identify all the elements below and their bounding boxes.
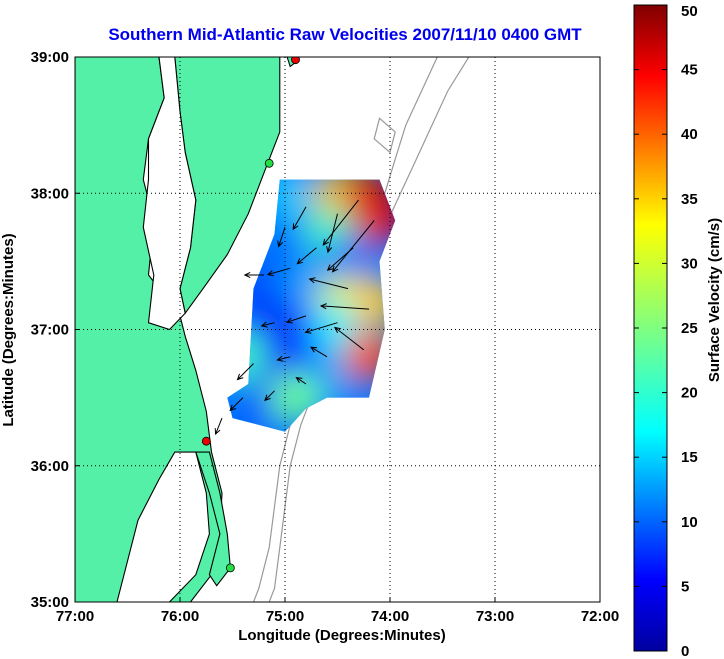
y-axis-ticks: 35:00 36:00 37:00 38:00 39:00 — [31, 49, 80, 611]
colorbar-tick-label-8: 40 — [681, 126, 698, 143]
velocity-vector-7 — [243, 271, 264, 279]
velocity-vector-12 — [260, 321, 275, 328]
colorbar-tick-label-4: 20 — [681, 385, 698, 402]
velocity-vector-2 — [326, 213, 338, 254]
colorbar-tick-label-3: 15 — [681, 449, 698, 466]
velocity-vector-9 — [319, 303, 370, 310]
colorbar-tick-label-7: 35 — [681, 191, 698, 208]
pamlico-sound — [116, 451, 210, 602]
y-axis-label: Latitude (Degrees:Minutes) — [0, 233, 17, 426]
velocity-vector-5 — [296, 247, 317, 265]
x-tick-label-2: 75:00 — [266, 608, 304, 625]
y-tick-label-3: 38:00 — [31, 185, 69, 202]
colorbar-ticks: 0 5 10 15 20 25 30 35 40 45 50 — [634, 3, 698, 659]
y-tick-label-4: 39:00 — [31, 49, 69, 66]
velocity-vector-18 — [264, 390, 275, 402]
velocity-vector-17 — [295, 376, 307, 385]
velocity-vector-6 — [266, 267, 291, 277]
velocity-vector-16 — [236, 363, 254, 381]
bathymetry-contour-3 — [373, 117, 396, 154]
colorbar — [633, 4, 668, 652]
x-tick-label-1: 76:00 — [161, 608, 199, 625]
velocity-vector-21 — [326, 247, 354, 271]
colorbar-tick-label-5: 25 — [681, 320, 698, 337]
x-tick-label-4: 73:00 — [476, 608, 514, 625]
plot-area — [75, 57, 600, 602]
velocity-vector-14 — [310, 346, 328, 358]
colorbar-label: Surface Velocity (cm/s) — [706, 218, 723, 382]
radar-stations — [201, 57, 300, 573]
colorbar-tick-label-6: 30 — [681, 255, 698, 272]
grid-lines — [75, 57, 600, 602]
chart-title: Southern Mid-Atlantic Raw Velocities 200… — [108, 25, 582, 44]
chesapeake-bay — [142, 57, 197, 331]
y-tick-label-0: 35:00 — [31, 594, 69, 611]
velocity-vector-0 — [322, 199, 359, 246]
colorbar-tick-label-1: 5 — [681, 578, 689, 595]
velocity-vector-20 — [214, 417, 223, 436]
velocity-vector-10 — [304, 322, 338, 334]
velocity-vector-13 — [333, 326, 365, 351]
colorbar-tick-label-0: 0 — [681, 643, 689, 659]
velocity-vector-15 — [276, 355, 291, 362]
station-marker-1 — [264, 158, 274, 168]
colorbar-tick-label-10: 50 — [681, 3, 698, 20]
station-marker-0 — [291, 57, 300, 65]
x-tick-label-5: 72:00 — [581, 608, 619, 625]
velocity-vector-3 — [292, 206, 307, 231]
y-tick-label-1: 36:00 — [31, 458, 69, 475]
velocity-sample-6 — [322, 235, 374, 288]
station-marker-2 — [201, 436, 211, 446]
colorbar-tick-label-9: 45 — [681, 62, 698, 79]
x-tick-label-0: 77:00 — [56, 608, 94, 625]
outer-banks — [195, 451, 231, 587]
velocity-vector-19 — [229, 397, 244, 412]
velocity-vector-1 — [331, 220, 375, 273]
colorbar-tick-label-2: 10 — [681, 514, 698, 531]
y-tick-label-2: 37:00 — [31, 322, 69, 339]
velocity-vector-4 — [277, 227, 286, 248]
velocity-vectors — [214, 199, 375, 436]
velocity-vector-11 — [285, 315, 307, 324]
x-axis-label: Longitude (Degrees:Minutes) — [238, 627, 446, 644]
x-axis-ticks: 77:00 76:00 75:00 74:00 73:00 72:00 — [56, 597, 619, 625]
x-tick-label-3: 74:00 — [371, 608, 409, 625]
velocity-vector-8 — [308, 277, 349, 290]
station-marker-3 — [225, 563, 235, 573]
